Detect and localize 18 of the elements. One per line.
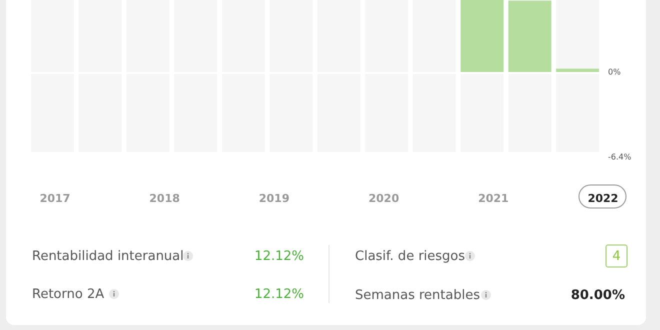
text: 2020 [368, 192, 400, 205]
text: 2021 [478, 192, 509, 205]
text: 12.12% [254, 249, 304, 264]
bar [556, 68, 600, 72]
text: Retorno 2A [32, 287, 104, 302]
text: Rentabilidad interanual [32, 249, 184, 264]
text: 2017 [40, 192, 70, 205]
text: 2018 [149, 192, 180, 205]
text: 4 [612, 249, 621, 264]
text: Clasif. de riesgos [355, 249, 466, 264]
bar [460, 0, 504, 72]
text: 2022 [588, 192, 618, 205]
y-tick-label: 0% [608, 67, 622, 76]
y-tick-label: -6.4% [608, 152, 632, 162]
text: 12.12% [254, 287, 304, 302]
text: 2019 [258, 192, 290, 205]
text: Semanas rentables [355, 288, 480, 303]
text: 80.00% [570, 288, 625, 303]
